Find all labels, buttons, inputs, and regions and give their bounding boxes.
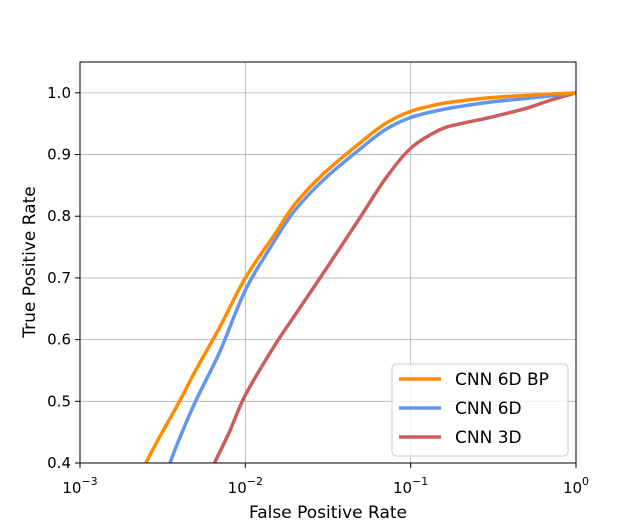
y-tick-label: 0.9 <box>47 146 71 164</box>
y-tick-label: 0.5 <box>47 392 71 410</box>
x-tick-label: 10−1 <box>393 475 428 497</box>
x-tick-label: 100 <box>563 475 589 497</box>
legend: CNN 6D BP CNN 6D CNN 3D <box>391 363 569 457</box>
y-tick-label: 0.8 <box>47 207 71 225</box>
series-line-cnn-3d <box>212 91 576 463</box>
y-axis-title: True Positive Rate <box>20 186 40 338</box>
series-line-cnn-6d-bp <box>144 91 576 463</box>
x-tick-label: 10−2 <box>228 475 263 497</box>
legend-box <box>391 363 569 457</box>
legend-label-cnn-6d-bp: CNN 6D BP <box>455 370 549 390</box>
legend-label-cnn-3d: CNN 3D <box>455 428 522 448</box>
plot-frame <box>79 61 577 464</box>
legend-label-cnn-6d: CNN 6D <box>455 399 522 419</box>
y-tick-label: 1.0 <box>47 84 71 102</box>
axis-ticks: 10−3 10−2 10−1 100 0.4 0.5 0.6 0.7 0.8 0.9 1.0 <box>47 84 589 497</box>
y-tick-label: 0.6 <box>47 331 71 349</box>
y-tick-label: 0.7 <box>47 269 71 287</box>
series-line-cnn-6d <box>168 91 576 463</box>
x-axis-title: False Positive Rate <box>249 503 407 520</box>
series-lines <box>144 91 576 463</box>
y-tick-label: 0.4 <box>47 454 71 472</box>
x-tick-label: 10−3 <box>62 475 97 497</box>
